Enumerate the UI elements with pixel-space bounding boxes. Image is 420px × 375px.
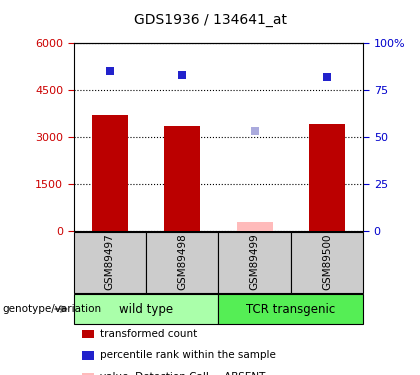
- Bar: [146, 232, 218, 292]
- Text: percentile rank within the sample: percentile rank within the sample: [100, 351, 276, 360]
- Bar: [74, 294, 218, 324]
- Bar: [309, 124, 345, 231]
- Text: value, Detection Call = ABSENT: value, Detection Call = ABSENT: [100, 372, 265, 375]
- Bar: [236, 222, 273, 231]
- Bar: [74, 232, 146, 292]
- Text: transformed count: transformed count: [100, 329, 197, 339]
- Text: GDS1936 / 134641_at: GDS1936 / 134641_at: [134, 13, 286, 27]
- Text: genotype/variation: genotype/variation: [2, 304, 101, 314]
- Bar: [218, 232, 291, 292]
- Bar: [164, 126, 200, 231]
- Text: GSM89498: GSM89498: [177, 234, 187, 291]
- Text: wild type: wild type: [119, 303, 173, 315]
- Bar: [218, 294, 363, 324]
- Text: GSM89499: GSM89499: [249, 234, 260, 291]
- Text: GSM89500: GSM89500: [322, 234, 332, 290]
- Text: GSM89497: GSM89497: [105, 234, 115, 291]
- Text: TCR transgenic: TCR transgenic: [246, 303, 336, 315]
- Bar: [92, 115, 128, 231]
- Bar: [291, 232, 363, 292]
